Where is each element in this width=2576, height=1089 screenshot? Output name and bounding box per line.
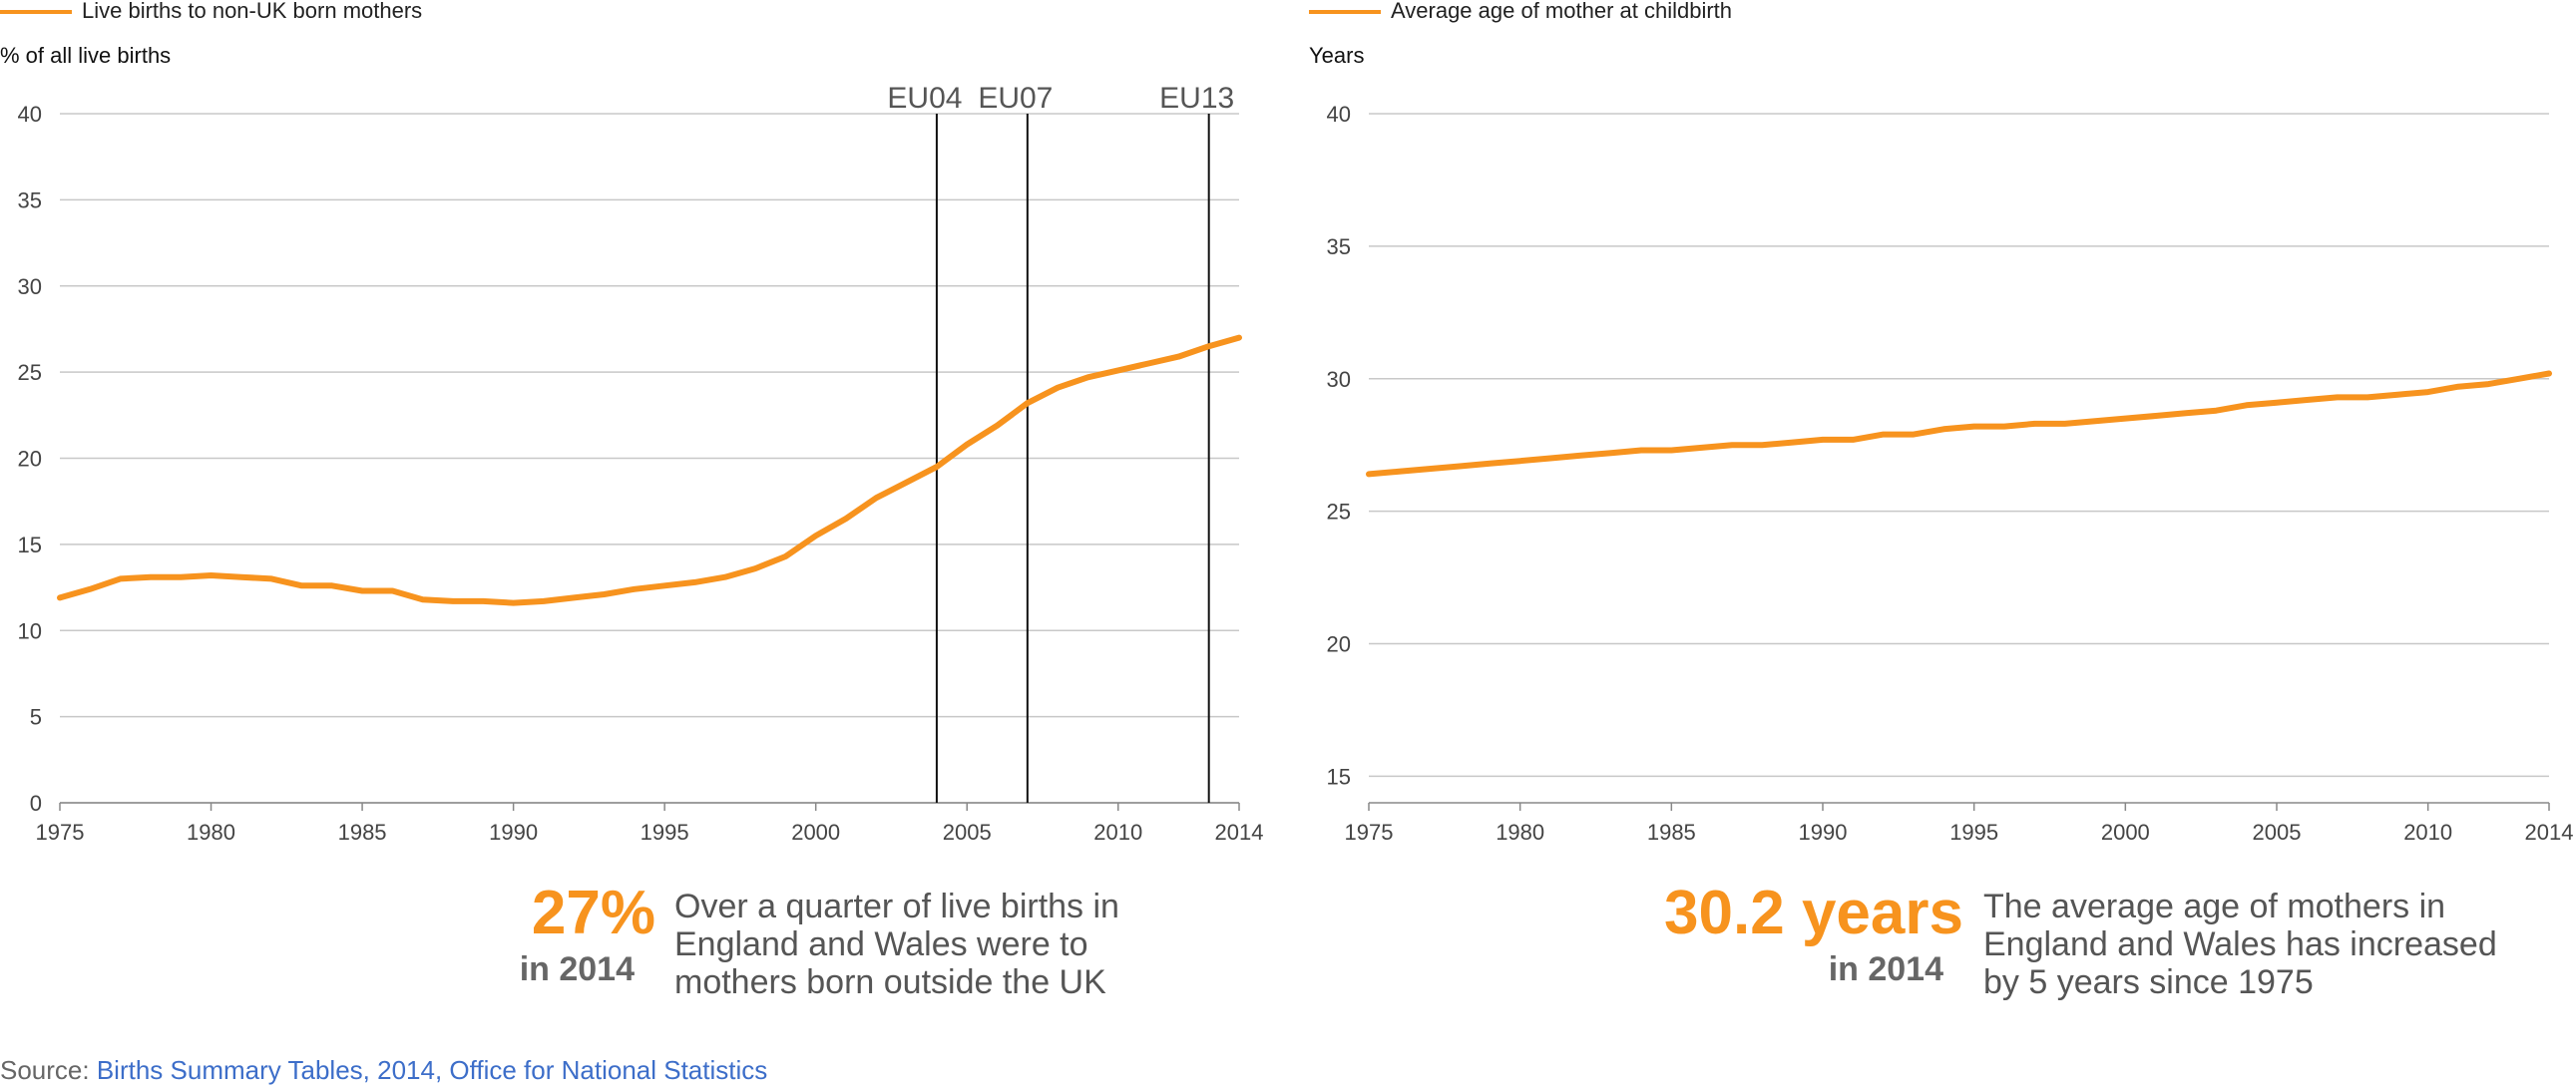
x-tick-label: 1985	[1647, 820, 1696, 845]
x-tick-label: 1980	[187, 820, 235, 845]
y-tick-label: 5	[30, 705, 42, 730]
stat-description-line: Over a quarter of live births in	[674, 888, 1119, 925]
series-line	[1366, 370, 2552, 478]
y-axis-label: Years	[1309, 43, 1364, 68]
stat-value: 27%	[531, 879, 655, 947]
marker-label: EU07	[978, 82, 1053, 115]
x-tick-label: 2005	[2253, 820, 2302, 845]
stat-description-line: The average age of mothers in	[1983, 888, 2446, 925]
stat-description: Over a quarter of live births in England…	[674, 888, 1119, 1001]
y-tick-label: 25	[18, 360, 42, 385]
y-tick-labels: 0 5 10 15 20 25 30 35 40	[18, 102, 42, 816]
x-tick-label: 2014	[1215, 820, 1264, 845]
y-tick-label: 35	[18, 187, 42, 212]
y-tick-labels: 15 20 25 30 35 40	[1327, 102, 1351, 789]
y-tick-label: 0	[30, 791, 42, 816]
legend-label: Average age of mother at childbirth	[1391, 0, 1732, 23]
stat-description-line: mothers born outside the UK	[674, 963, 1106, 1001]
marker-label: EU13	[1159, 82, 1234, 115]
stat-description: The average age of mothers in England an…	[1983, 888, 2497, 1001]
series-line	[57, 334, 1242, 606]
x-tick-label: 1995	[1949, 820, 1998, 845]
y-axis-label: % of all live births	[0, 43, 171, 68]
x-tick-label: 2010	[1093, 820, 1142, 845]
x-tick-label: 1985	[338, 820, 387, 845]
y-tick-label: 20	[18, 447, 42, 472]
series-lines	[57, 334, 1242, 606]
y-tick-label: 35	[1327, 234, 1351, 259]
stat-description-line: England and Wales were to	[674, 925, 1088, 963]
x-tick-label: 2014	[2525, 820, 2574, 845]
x-tick-labels: 1975 1980 1985 1990 1995 2000 2005 2010 2014	[36, 803, 1264, 845]
x-tick-label: 2000	[791, 820, 840, 845]
x-tick-label: 1990	[489, 820, 538, 845]
eu-markers: EU04 EU07 EU13	[887, 82, 1234, 803]
stat-description-line: by 5 years since 1975	[1983, 963, 2314, 1001]
y-tick-label: 30	[18, 274, 42, 299]
gridlines	[60, 113, 1239, 804]
births-chart: Live births to non-UK born mothers % of …	[0, 0, 1263, 845]
x-tick-label: 1990	[1799, 820, 1848, 845]
stat-description-line: England and Wales has increased	[1983, 925, 2497, 963]
source-prefix: Source:	[0, 1055, 97, 1085]
y-tick-label: 20	[1327, 632, 1351, 657]
y-tick-label: 15	[1327, 764, 1351, 789]
y-tick-label: 40	[18, 102, 42, 127]
stat-year: in 2014	[1828, 950, 1943, 988]
x-tick-label: 1975	[36, 820, 85, 845]
y-tick-label: 15	[18, 533, 42, 557]
gridlines	[1369, 113, 2549, 804]
marker-label: EU04	[887, 82, 962, 115]
y-tick-label: 25	[1327, 500, 1351, 525]
legend-label: Live births to non-UK born mothers	[82, 0, 422, 23]
y-tick-label: 10	[18, 618, 42, 643]
mother-age-chart: Average age of mother at childbirth Year…	[1309, 0, 2573, 845]
y-tick-label: 40	[1327, 102, 1351, 127]
x-tick-label: 1995	[641, 820, 689, 845]
x-tick-label: 2010	[2403, 820, 2452, 845]
x-tick-label: 2000	[2101, 820, 2150, 845]
x-tick-label: 2005	[943, 820, 992, 845]
x-tick-labels: 1975 1980 1985 1990 1995 2000 2005 2010 2014	[1345, 803, 2574, 845]
x-tick-label: 1975	[1345, 820, 1394, 845]
y-tick-label: 30	[1327, 367, 1351, 392]
stat-year: in 2014	[519, 950, 635, 988]
source-note: Source: Births Summary Tables, 2014, Off…	[0, 1055, 767, 1086]
series-lines	[1366, 370, 2552, 478]
stat-value: 30.2 years	[1664, 879, 1963, 947]
source-link[interactable]: Births Summary Tables, 2014, Office for …	[96, 1055, 768, 1085]
x-tick-label: 1980	[1496, 820, 1544, 845]
